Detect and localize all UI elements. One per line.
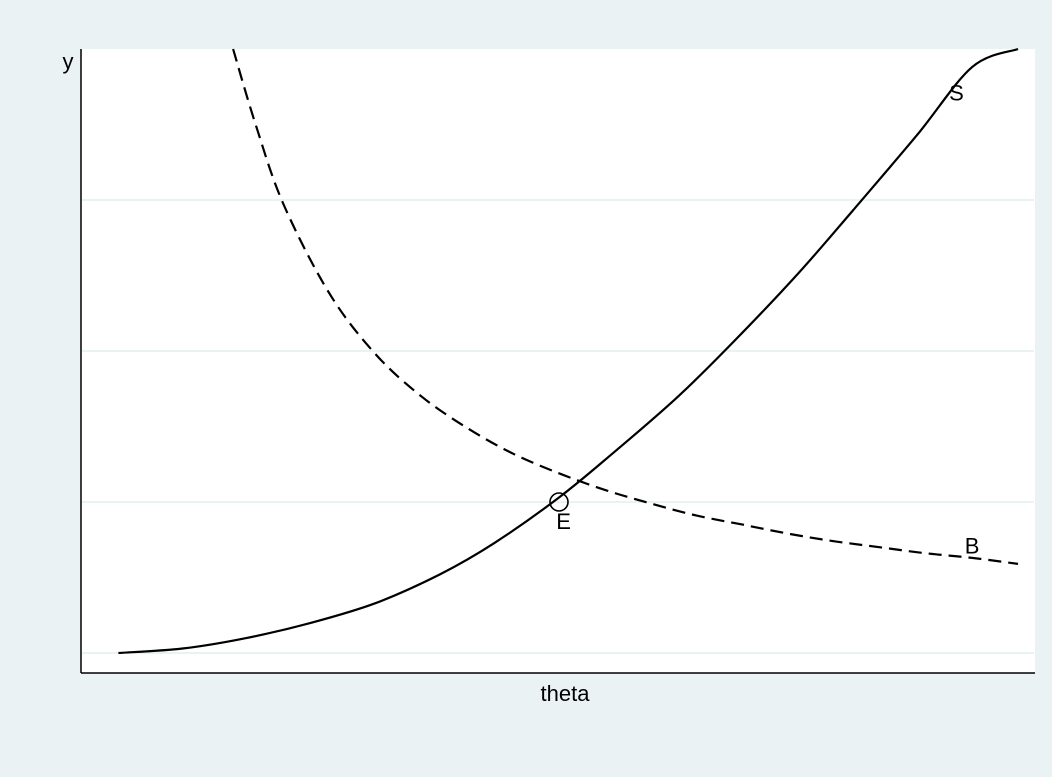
gridlines: [82, 199, 1034, 654]
annotation-layer: S B E: [556, 80, 979, 558]
series-S-line: [118, 47, 1019, 655]
plot-area: [81, 49, 1035, 673]
x-axis-label: theta: [541, 681, 591, 706]
axes: [80, 49, 1035, 674]
marker-layer: [549, 492, 569, 512]
annotation-B: B: [965, 533, 980, 558]
equilibrium-marker: [549, 492, 569, 512]
series-B-line: [232, 48, 1019, 565]
annotation-S: S: [949, 80, 964, 105]
y-axis-label: y: [63, 49, 74, 74]
series-layer: [118, 47, 1019, 655]
annotation-E: E: [556, 509, 571, 534]
